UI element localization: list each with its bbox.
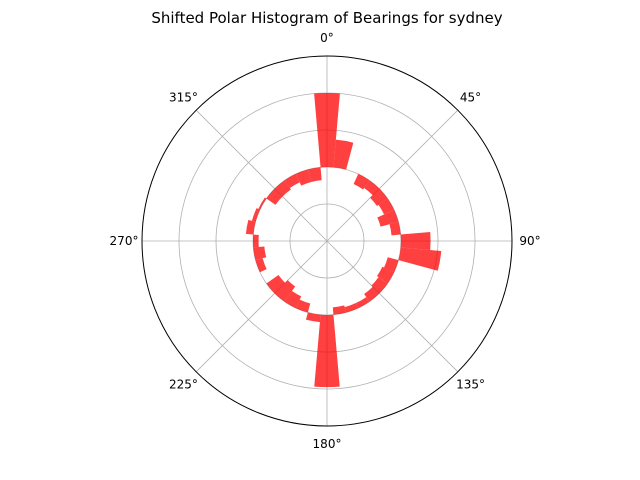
histogram-bar — [355, 297, 370, 309]
histogram-bar — [274, 180, 291, 197]
histogram-bar — [295, 169, 312, 186]
theta-gridline — [326, 109, 459, 242]
theta-tick-label: 225° — [169, 378, 198, 392]
chart-title: Shifted Polar Histogram of Bearings for … — [151, 9, 502, 27]
histogram-bar — [251, 208, 260, 222]
histogram-bar — [258, 197, 267, 210]
theta-tick-label: 180° — [313, 437, 342, 451]
histogram-bar — [253, 246, 267, 261]
histogram-bar — [400, 231, 431, 251]
histogram-bar — [266, 274, 286, 294]
histogram-bar — [295, 299, 311, 313]
histogram-bar — [370, 188, 388, 206]
theta-tick-label: 0° — [320, 31, 334, 45]
histogram-bar — [332, 305, 347, 315]
histogram-bar — [389, 221, 401, 236]
histogram-bar — [274, 280, 296, 302]
theta-tick-label: 90° — [519, 234, 540, 248]
theta-gridline — [195, 109, 328, 242]
theta-tick-label: 135° — [456, 378, 485, 392]
histogram-bar — [307, 167, 322, 183]
histogram-bar — [314, 314, 340, 388]
theta-tick-label: 270° — [110, 234, 139, 248]
theta-gridline — [326, 240, 459, 373]
bars-layer — [245, 92, 442, 388]
histogram-bar — [377, 209, 399, 227]
histogram-bar — [377, 266, 395, 284]
histogram-bar — [305, 312, 321, 323]
histogram-bar — [284, 173, 300, 188]
histogram-bar — [255, 258, 267, 273]
theta-gridline — [195, 240, 328, 373]
histogram-bar — [364, 286, 380, 302]
radial-gridline — [289, 203, 365, 279]
polar-frame — [141, 55, 513, 427]
histogram-bar — [252, 234, 259, 248]
histogram-bar — [245, 219, 256, 235]
histogram-bar — [353, 173, 370, 190]
histogram-bar — [284, 291, 302, 309]
labels-layer: 0° 45° 90° 135° 180° 225° 270° 315° — [110, 31, 541, 451]
histogram-bar — [314, 92, 340, 168]
histogram-bar — [371, 277, 388, 294]
histogram-bar — [344, 303, 359, 313]
histogram-bar — [364, 180, 380, 196]
theta-tick-label: 45° — [460, 90, 481, 104]
histogram-bar — [266, 188, 283, 205]
histogram-bar — [378, 198, 395, 215]
histogram-bar — [384, 257, 399, 273]
histogram-bar — [398, 247, 442, 271]
theta-tick-label: 315° — [169, 90, 198, 104]
histogram-bar — [333, 139, 354, 170]
